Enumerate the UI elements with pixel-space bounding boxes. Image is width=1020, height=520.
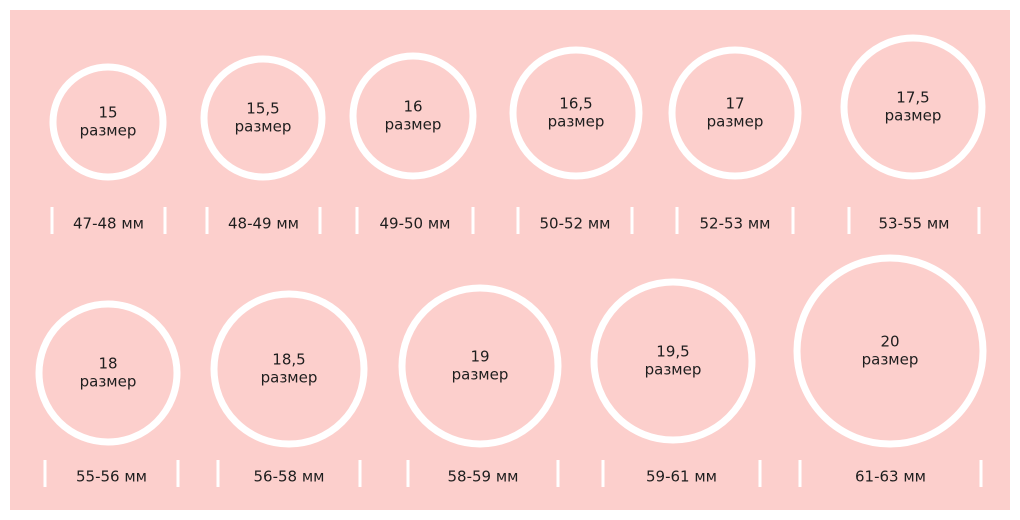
ring-word: размер: [452, 366, 509, 384]
ring-word: размер: [80, 122, 137, 140]
size-range: 49-50 мм: [380, 215, 451, 233]
ring-word: размер: [885, 107, 942, 125]
size-range: 50-52 мм: [540, 215, 611, 233]
ring: [210, 290, 368, 448]
ring-word: размер: [862, 351, 919, 369]
size-range: 58-59 мм: [448, 468, 519, 486]
ring-size: 17,5: [896, 89, 929, 107]
ring-size: 19: [470, 348, 489, 366]
ring: [35, 300, 181, 446]
size-range: 48-49 мм: [228, 215, 299, 233]
ring-word: размер: [235, 118, 292, 136]
ring-size: 18,5: [272, 351, 305, 369]
ring-size: 16,5: [559, 95, 592, 113]
ring: [49, 63, 167, 181]
size-range: 53-55 мм: [879, 215, 950, 233]
ring: [398, 284, 562, 448]
ring-word: размер: [548, 113, 605, 131]
ring-word: размер: [261, 369, 318, 387]
size-range: 56-58 мм: [254, 468, 325, 486]
size-range: 52-53 мм: [700, 215, 771, 233]
size-range: 59-61 мм: [646, 468, 717, 486]
ring: [840, 34, 986, 180]
size-range: 55-56 мм: [76, 468, 147, 486]
ring-size: 17: [725, 95, 744, 113]
size-range: 47-48 мм: [73, 215, 144, 233]
ring-size: 19,5: [656, 343, 689, 361]
ring-size: 15: [98, 104, 117, 122]
size-range: 61-63 мм: [855, 468, 926, 486]
ring: [668, 46, 802, 180]
ring: [590, 278, 756, 444]
ring-word: размер: [707, 113, 764, 131]
ring-size: 20: [880, 333, 899, 351]
ring: [349, 52, 477, 180]
ring-word: размер: [645, 361, 702, 379]
ring-size: 15,5: [246, 100, 279, 118]
ring-word: размер: [385, 116, 442, 134]
ring: [200, 55, 326, 181]
ring-size: 18: [98, 355, 117, 373]
ring: [509, 46, 643, 180]
ring: [793, 254, 987, 448]
ring-size: 16: [403, 98, 422, 116]
ring-word: размер: [80, 373, 137, 391]
